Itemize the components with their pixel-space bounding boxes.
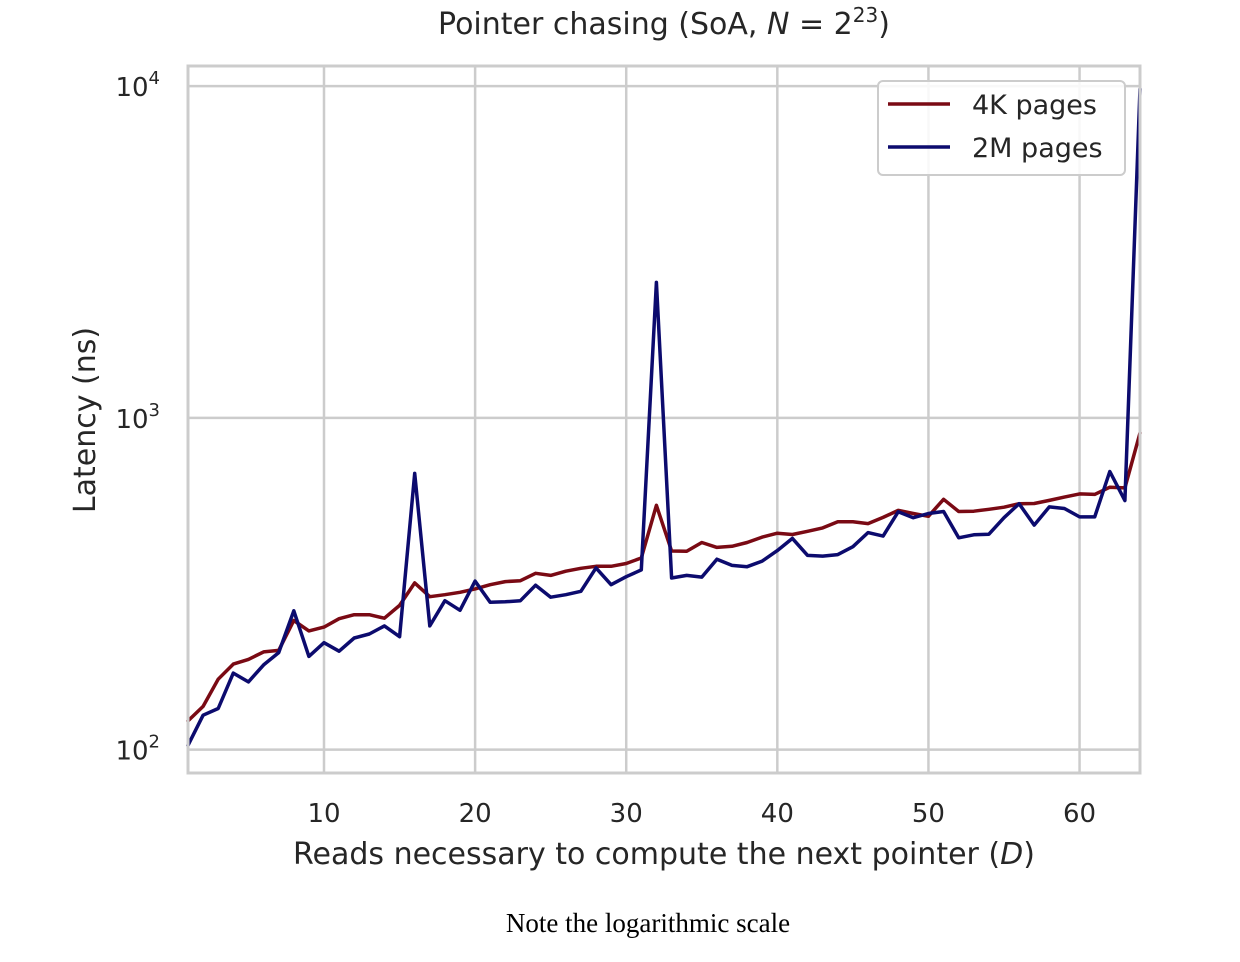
x-axis-label: Reads necessary to compute the next poin… <box>293 837 1035 872</box>
title-main: Pointer chasing (SoA, <box>438 7 767 42</box>
y-tick-labels: 102 103 104 <box>115 68 160 766</box>
series-line-4k-pages <box>186 431 1142 723</box>
y-tick-label: 102 <box>115 732 160 767</box>
xlabel-variable: D <box>1000 837 1023 872</box>
x-tick-labels: 10 20 30 40 50 60 <box>307 799 1096 829</box>
y-axis-label: Latency (ns) <box>68 327 103 513</box>
legend: 4K pages 2M pages <box>877 80 1126 176</box>
x-tick-label: 60 <box>1063 799 1096 829</box>
y-tick-label: 103 <box>115 400 160 435</box>
caption: Note the logarithmic scale <box>506 908 790 938</box>
title-equals: = 2 <box>789 7 852 42</box>
x-tick-label: 40 <box>761 799 794 829</box>
x-tick-label: 50 <box>912 799 945 829</box>
title-exponent: 23 <box>853 3 878 27</box>
x-gridlines <box>322 66 1081 773</box>
x-tick-label: 20 <box>459 799 492 829</box>
xlabel-close: ) <box>1023 837 1035 872</box>
legend-label-4k-pages: 4K pages <box>972 90 1097 121</box>
x-tick-label: 10 <box>307 799 340 829</box>
legend-label-2m-pages: 2M pages <box>972 133 1103 164</box>
series-line-2m-pages <box>186 87 1142 748</box>
plot-frame <box>186 64 1142 775</box>
y-tick-label: 104 <box>115 68 160 103</box>
title-close: ) <box>878 7 890 42</box>
chart-title: Pointer chasing (SoA, N = 223) <box>438 3 890 42</box>
series-lines <box>186 87 1142 748</box>
title-variable: N <box>767 7 789 42</box>
x-tick-label: 30 <box>610 799 643 829</box>
xlabel-main: Reads necessary to compute the next poin… <box>293 837 1000 872</box>
plot-area <box>186 64 1142 775</box>
